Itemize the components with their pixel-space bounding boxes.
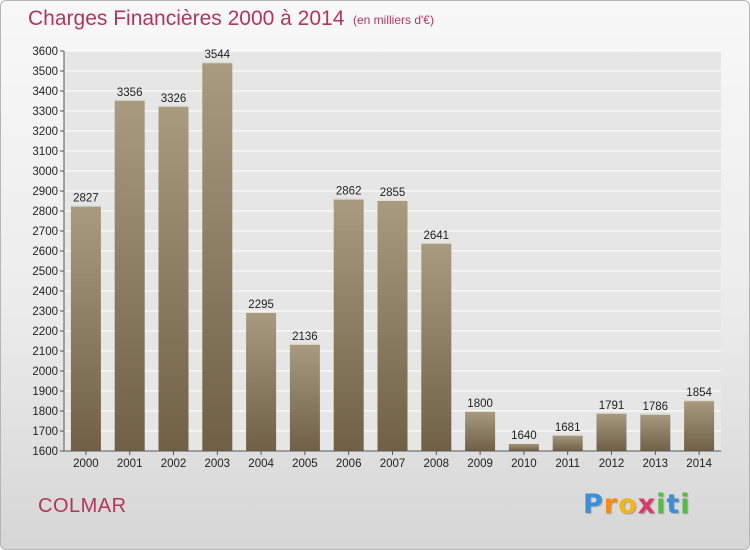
y-tick-label: 2200 — [32, 326, 58, 338]
data-label: 1791 — [599, 400, 625, 412]
y-tick-label: 1900 — [32, 386, 58, 398]
y-tick-label: 3500 — [32, 66, 58, 78]
data-label: 1800 — [467, 398, 493, 410]
proxiti-logo: Proxiti — [583, 489, 691, 520]
bar — [684, 400, 715, 451]
x-tick-label: 2007 — [380, 458, 406, 470]
data-label: 3356 — [117, 87, 143, 99]
bar — [377, 200, 408, 451]
x-tick-label: 2013 — [643, 458, 669, 470]
y-tick-label: 2000 — [32, 366, 58, 378]
bar — [465, 411, 496, 451]
logo-letter: x — [637, 489, 657, 520]
y-tick-label: 2800 — [32, 206, 58, 218]
y-tick-label: 3100 — [32, 146, 58, 158]
x-tick-label: 2002 — [161, 458, 187, 470]
data-label: 1854 — [686, 387, 712, 399]
y-tick-label: 2900 — [32, 186, 58, 198]
bar — [508, 443, 539, 451]
data-label: 1681 — [555, 422, 581, 434]
axes: 1600 1700 1800 1900 2000 2100 2200 2300 2400 2500… — [32, 46, 721, 470]
data-label: 2862 — [336, 186, 362, 198]
data-label: 3326 — [161, 93, 187, 105]
x-tick-label: 2005 — [292, 458, 318, 470]
data-label: 3544 — [205, 49, 231, 61]
data-label: 2855 — [380, 187, 406, 199]
city-name: COLMAR — [38, 495, 127, 517]
x-tick-label: 2011 — [555, 458, 580, 470]
logo-letter: r — [603, 489, 619, 520]
x-tick-label: 2014 — [686, 458, 712, 470]
y-tick-label: 3200 — [32, 126, 58, 138]
bar — [70, 205, 101, 451]
y-tick-label: 2700 — [32, 226, 58, 238]
y-tick-label: 3000 — [32, 166, 58, 178]
bar — [640, 413, 671, 451]
data-label: 1640 — [511, 430, 537, 442]
logo-letter: i — [680, 489, 691, 520]
data-label: 2136 — [292, 331, 318, 343]
y-tick-label: 2300 — [32, 306, 58, 318]
bar — [421, 242, 452, 451]
data-label: 2641 — [424, 230, 450, 242]
y-tick-label: 1700 — [32, 426, 58, 438]
y-tick-label: 3300 — [32, 106, 58, 118]
logo-letter: P — [583, 489, 604, 520]
y-tick-label: 1800 — [32, 406, 58, 418]
y-tick-label: 1600 — [32, 446, 58, 458]
x-tick-label: 2010 — [511, 458, 537, 470]
bar — [114, 99, 145, 452]
logo-letter: i — [656, 489, 667, 520]
bar — [552, 434, 583, 451]
logo-letter: t — [666, 489, 681, 520]
y-tick-label: 2600 — [32, 246, 58, 258]
bar — [596, 412, 627, 451]
chart-title: Charges Financières 2000 à 2014 — [28, 7, 345, 30]
bars: 2827 3356 3326 3544 2295 2136 2862 2855 2641 1800… — [70, 49, 715, 452]
y-tick-label: 2400 — [32, 286, 58, 298]
x-tick-label: 2006 — [336, 458, 362, 470]
data-label: 2295 — [248, 299, 274, 311]
chart-unit: (en milliers d'€) — [353, 13, 434, 27]
x-tick-label: 2009 — [467, 458, 493, 470]
bar — [158, 105, 189, 452]
x-tick-label: 2001 — [117, 458, 143, 470]
y-tick-label: 3600 — [32, 46, 58, 58]
y-tick-label: 3400 — [32, 86, 58, 98]
logo-letter: o — [618, 489, 638, 520]
y-tick-label: 2100 — [32, 346, 58, 358]
y-tick-label: 2500 — [32, 266, 58, 278]
bar — [333, 198, 364, 451]
bar — [202, 62, 233, 451]
x-tick-label: 2008 — [424, 458, 450, 470]
x-tick-label: 2000 — [73, 458, 99, 470]
x-tick-label: 2003 — [205, 458, 231, 470]
x-tick-label: 2004 — [248, 458, 274, 470]
data-label: 1786 — [643, 401, 669, 413]
bar — [246, 312, 277, 451]
data-label: 2827 — [73, 193, 99, 205]
bar — [289, 343, 320, 451]
x-tick-label: 2012 — [599, 458, 625, 470]
